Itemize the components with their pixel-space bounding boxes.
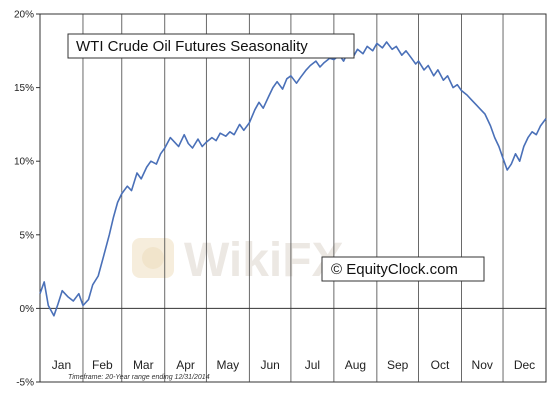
y-axis: -5% 0% 5% 10% 15% 20% (14, 10, 40, 389)
chart-title-box: WTI Crude Oil Futures Seasonality (67, 33, 355, 59)
x-tick-label: Apr (176, 358, 195, 372)
watermark: WikiFX (132, 234, 344, 287)
plot-area (39, 13, 547, 383)
y-tick-label: -5% (16, 378, 34, 389)
copyright-box-border (321, 256, 485, 282)
watermark-logo-mark (142, 247, 164, 269)
x-tick-label: Mar (133, 358, 154, 372)
x-tick-label: Sep (387, 358, 409, 372)
x-tick-label: May (217, 358, 240, 372)
x-tick-label: Aug (345, 358, 366, 372)
chart-title: WTI Crude Oil Futures Seasonality (76, 38, 308, 55)
x-tick-label: Jun (260, 358, 279, 372)
y-tick-label: 20% (14, 10, 34, 21)
watermark-text: WikiFX (184, 234, 344, 287)
copyright-box: © EquityClock.com (321, 256, 485, 282)
y-tick-label: 0% (20, 304, 35, 315)
y-tick-label: 5% (20, 230, 35, 241)
x-axis: Jan Feb Mar Apr May Jun Jul Aug Sep Oct Nov Dec (52, 358, 535, 372)
y-tick-label: 15% (14, 83, 34, 94)
x-tick-label: Oct (431, 358, 450, 372)
x-tick-label: Nov (472, 358, 493, 372)
x-tick-label: Jan (52, 358, 71, 372)
x-tick-label: Jul (305, 358, 320, 372)
timeframe-footnote: Timeframe: 20-Year range ending 12/31/20… (68, 374, 210, 381)
x-tick-label: Dec (514, 358, 535, 372)
copyright-text: © EquityClock.com (331, 261, 458, 278)
series-line (39, 41, 547, 317)
y-tick-label: 10% (14, 157, 34, 168)
title-box-border (67, 33, 355, 59)
grid (40, 14, 546, 382)
x-tick-label: Feb (92, 358, 113, 372)
